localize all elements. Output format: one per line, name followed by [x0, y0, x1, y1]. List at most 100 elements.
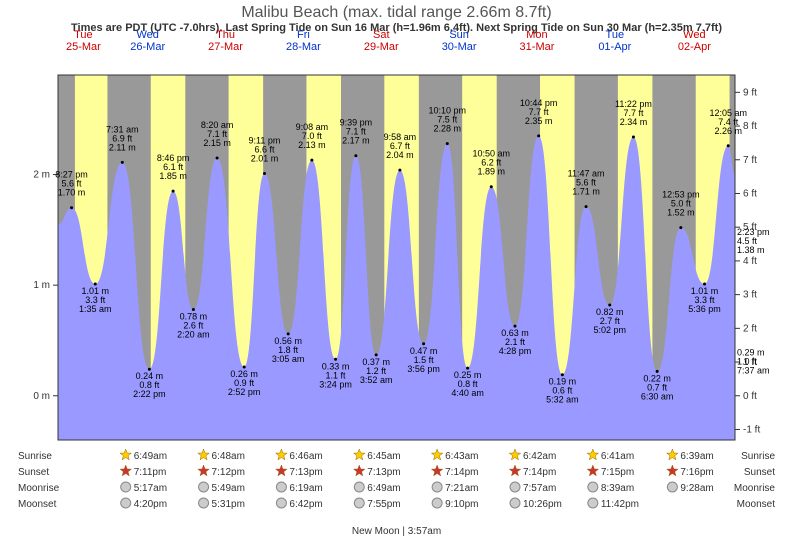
svg-text:3:05 am: 3:05 am: [272, 354, 305, 364]
svg-text:1.71 m: 1.71 m: [572, 187, 600, 197]
svg-text:28-Mar: 28-Mar: [286, 41, 321, 53]
svg-text:5:31pm: 5:31pm: [212, 499, 245, 510]
svg-text:2:22 pm: 2:22 pm: [133, 389, 166, 399]
svg-text:6:49am: 6:49am: [134, 451, 167, 462]
svg-text:9:28am: 9:28am: [680, 483, 713, 494]
svg-text:2.35 m: 2.35 m: [525, 116, 553, 126]
svg-text:26-Mar: 26-Mar: [130, 41, 165, 53]
svg-text:1.70 m: 1.70 m: [58, 188, 86, 198]
svg-text:7:13pm: 7:13pm: [289, 467, 322, 478]
svg-text:7:15pm: 7:15pm: [601, 467, 634, 478]
svg-text:Moonset: Moonset: [18, 499, 57, 510]
svg-text:Sun: Sun: [449, 29, 469, 41]
svg-text:2.04 m: 2.04 m: [386, 150, 414, 160]
svg-text:2.26 m: 2.26 m: [714, 126, 742, 136]
svg-text:1:35 am: 1:35 am: [79, 304, 112, 314]
svg-text:6:19am: 6:19am: [289, 483, 322, 494]
svg-text:6:42am: 6:42am: [523, 451, 556, 462]
svg-text:6 ft: 6 ft: [743, 188, 757, 199]
svg-text:5:49am: 5:49am: [212, 483, 245, 494]
svg-text:7:55pm: 7:55pm: [367, 499, 400, 510]
svg-text:Mon: Mon: [526, 29, 547, 41]
svg-text:6:45am: 6:45am: [367, 451, 400, 462]
svg-text:Tue: Tue: [74, 29, 93, 41]
svg-text:6:30 am: 6:30 am: [641, 391, 674, 401]
svg-text:6:42pm: 6:42pm: [289, 499, 322, 510]
svg-text:Wed: Wed: [136, 29, 158, 41]
svg-text:3:56 pm: 3:56 pm: [407, 364, 440, 374]
svg-text:9:10pm: 9:10pm: [445, 499, 478, 510]
svg-text:6:41am: 6:41am: [601, 451, 634, 462]
svg-text:Fri: Fri: [297, 29, 310, 41]
moon-phase-text: New Moon | 3:57am: [297, 526, 497, 537]
svg-text:7 ft: 7 ft: [743, 155, 757, 166]
svg-text:Moonrise: Moonrise: [18, 483, 60, 494]
svg-text:31-Mar: 31-Mar: [520, 41, 555, 53]
svg-text:7:37 am: 7:37 am: [737, 366, 770, 376]
svg-text:02-Apr: 02-Apr: [678, 41, 711, 53]
svg-text:7:12pm: 7:12pm: [212, 467, 245, 478]
svg-text:01-Apr: 01-Apr: [598, 41, 631, 53]
svg-text:-1 ft: -1 ft: [743, 424, 760, 435]
svg-text:2.01 m: 2.01 m: [251, 153, 279, 163]
svg-text:1 m: 1 m: [33, 280, 50, 291]
svg-text:6:46am: 6:46am: [289, 451, 322, 462]
svg-text:4:20pm: 4:20pm: [134, 499, 167, 510]
svg-text:3:24 pm: 3:24 pm: [319, 379, 352, 389]
svg-text:3 ft: 3 ft: [743, 290, 757, 301]
svg-text:1.89 m: 1.89 m: [478, 167, 506, 177]
svg-text:5:17am: 5:17am: [134, 483, 167, 494]
svg-text:7:21am: 7:21am: [445, 483, 478, 494]
svg-text:2.11 m: 2.11 m: [109, 142, 136, 152]
svg-text:6:49am: 6:49am: [367, 483, 400, 494]
svg-text:7:14pm: 7:14pm: [445, 467, 478, 478]
svg-text:2.34 m: 2.34 m: [620, 117, 648, 127]
svg-text:8 ft: 8 ft: [743, 121, 757, 132]
svg-text:25-Mar: 25-Mar: [66, 41, 101, 53]
svg-text:9 ft: 9 ft: [743, 87, 757, 98]
svg-text:0 ft: 0 ft: [743, 391, 757, 402]
svg-text:4:40 am: 4:40 am: [451, 388, 484, 398]
svg-text:10:26pm: 10:26pm: [523, 499, 562, 510]
svg-text:6:48am: 6:48am: [212, 451, 245, 462]
svg-text:6:39am: 6:39am: [680, 451, 713, 462]
svg-text:Moonset: Moonset: [737, 499, 776, 510]
svg-text:Sunset: Sunset: [18, 467, 49, 478]
svg-text:2.15 m: 2.15 m: [203, 138, 231, 148]
svg-text:0 m: 0 m: [33, 391, 50, 402]
svg-text:2.28 m: 2.28 m: [434, 124, 462, 134]
svg-text:Wed: Wed: [683, 29, 705, 41]
svg-text:Sunrise: Sunrise: [741, 451, 775, 462]
svg-text:2.13 m: 2.13 m: [298, 140, 326, 150]
svg-text:4:28 pm: 4:28 pm: [499, 346, 532, 356]
svg-text:5:02 pm: 5:02 pm: [593, 325, 626, 335]
svg-text:7:11pm: 7:11pm: [134, 467, 167, 478]
svg-text:2.17 m: 2.17 m: [342, 136, 370, 146]
svg-text:1.38 m: 1.38 m: [737, 245, 765, 255]
svg-text:7:16pm: 7:16pm: [680, 467, 713, 478]
tide-chart-container: Malibu Beach (max. tidal range 2.66m 8.7…: [0, 0, 793, 539]
svg-text:2 m: 2 m: [33, 170, 50, 181]
svg-text:2:52 pm: 2:52 pm: [228, 387, 261, 397]
tide-chart-svg: 0 m1 m2 m-1 ft0 ft1 ft2 ft3 ft4 ft5 ft6 …: [0, 0, 793, 539]
svg-text:2:20 am: 2:20 am: [177, 329, 210, 339]
svg-text:Tue: Tue: [606, 29, 625, 41]
svg-text:5:36 pm: 5:36 pm: [688, 304, 721, 314]
svg-text:Moonrise: Moonrise: [734, 483, 776, 494]
svg-text:30-Mar: 30-Mar: [442, 41, 477, 53]
svg-text:6:43am: 6:43am: [445, 451, 478, 462]
svg-text:27-Mar: 27-Mar: [208, 41, 243, 53]
svg-text:1.52 m: 1.52 m: [667, 208, 695, 218]
svg-text:Sunrise: Sunrise: [18, 451, 52, 462]
svg-text:5:32 am: 5:32 am: [546, 395, 579, 405]
svg-text:2 ft: 2 ft: [743, 323, 757, 334]
svg-text:Sat: Sat: [373, 29, 390, 41]
svg-text:3:52 am: 3:52 am: [360, 375, 393, 385]
svg-text:7:57am: 7:57am: [523, 483, 556, 494]
svg-text:4 ft: 4 ft: [743, 256, 757, 267]
svg-text:Thu: Thu: [216, 29, 235, 41]
svg-text:7:13pm: 7:13pm: [367, 467, 400, 478]
svg-text:11:42pm: 11:42pm: [601, 499, 639, 510]
svg-text:8:39am: 8:39am: [601, 483, 634, 494]
svg-text:29-Mar: 29-Mar: [364, 41, 399, 53]
